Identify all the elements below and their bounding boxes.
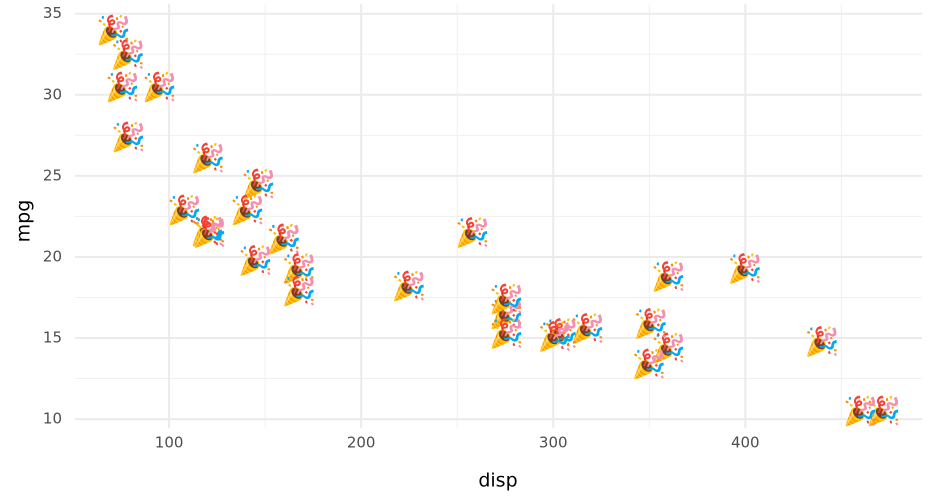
point: 🎉: [267, 223, 302, 256]
point: 🎉: [651, 331, 686, 364]
x-tick-label: 100: [155, 434, 184, 452]
point: 🎉: [392, 270, 427, 303]
point: 🎉: [282, 275, 317, 308]
point: 🎉: [191, 142, 226, 175]
point: 🎉: [230, 194, 265, 227]
point: 🎉: [543, 317, 578, 350]
point: 🎉: [238, 244, 273, 277]
y-axis-title: mpg: [13, 200, 35, 243]
point: 🎉: [651, 260, 686, 293]
point: 🎉: [190, 215, 225, 248]
point: 🎉: [538, 320, 573, 353]
point: 🎉: [728, 252, 763, 285]
point: 🎉: [267, 223, 302, 256]
y-tick-label: 35: [43, 4, 62, 22]
x-axis-title: disp: [478, 470, 517, 492]
point: 🎉: [105, 70, 140, 103]
point: 🎉: [489, 283, 524, 316]
point: 🎉: [142, 70, 177, 103]
point: 🎉: [167, 194, 202, 227]
point: 🎉: [111, 121, 146, 154]
y-tick-label: 20: [43, 247, 62, 265]
point: 🎉: [866, 395, 901, 428]
y-tick-label: 30: [43, 85, 62, 103]
y-tick-label: 15: [43, 329, 62, 347]
point: 🎉: [111, 38, 146, 71]
x-tick-label: 300: [539, 434, 568, 452]
x-tick-label: 400: [731, 434, 760, 452]
point: 🎉: [192, 216, 227, 249]
y-tick-label: 25: [43, 166, 62, 184]
point: 🎉: [282, 252, 317, 285]
point: 🎉: [96, 14, 131, 47]
point: 🎉: [489, 317, 524, 350]
x-tick-label: 200: [347, 434, 376, 452]
point: 🎉: [805, 325, 840, 358]
point: 🎉: [634, 307, 669, 340]
point: 🎉: [489, 297, 524, 330]
y-tick-label: 10: [43, 410, 62, 428]
point: 🎉: [570, 312, 605, 345]
point: 🎉: [241, 168, 276, 201]
point: 🎉: [843, 395, 878, 428]
point: 🎉: [632, 348, 667, 381]
point: 🎉: [455, 216, 490, 249]
